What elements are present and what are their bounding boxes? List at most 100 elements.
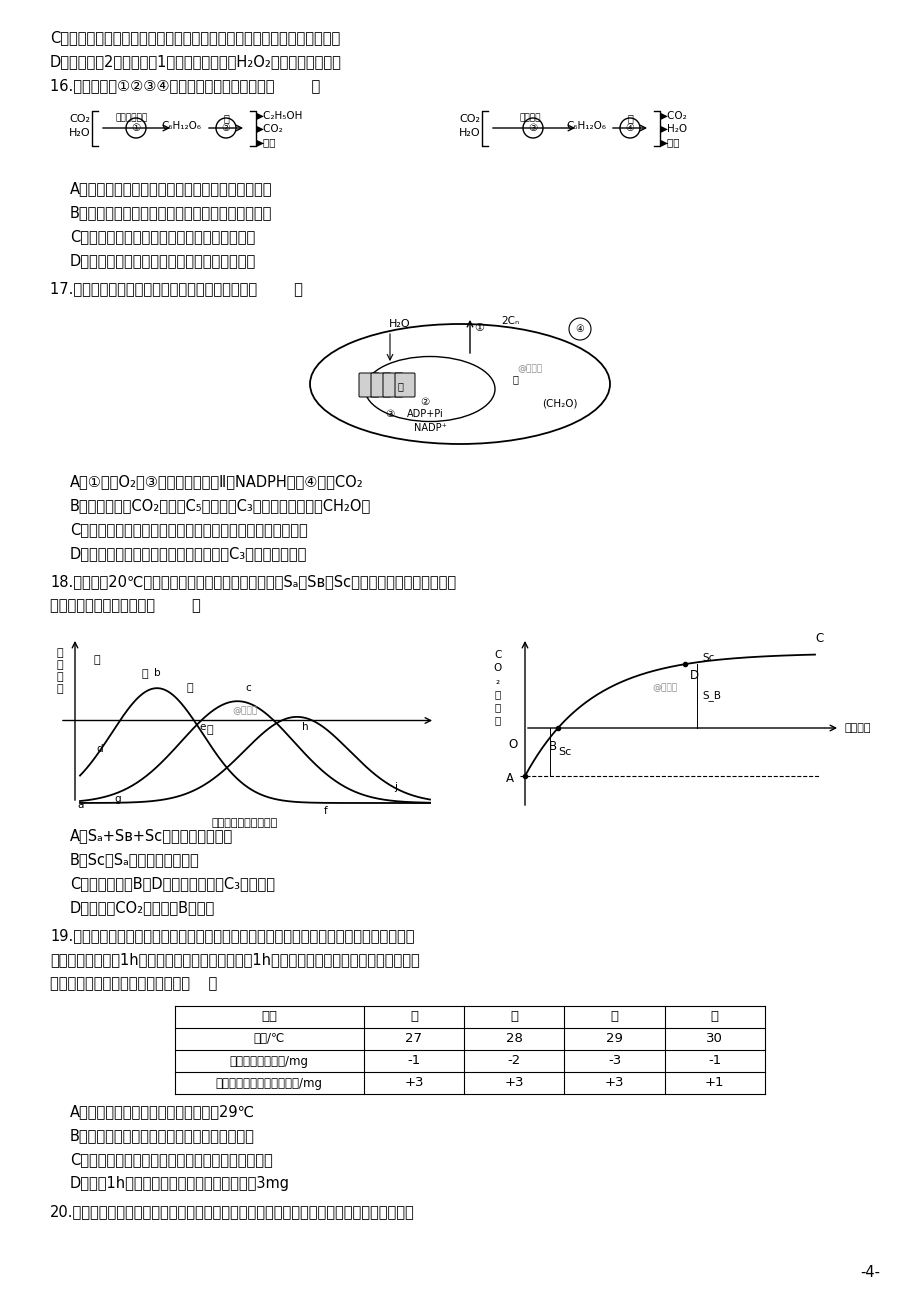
Text: +1: +1 xyxy=(704,1077,724,1090)
Text: +3: +3 xyxy=(604,1077,624,1090)
Text: ▶能量: ▶能量 xyxy=(659,137,680,147)
Text: D．增加光照强度或降低二氧化碳浓度，C₃的含量都将减少: D．增加光照强度或降低二氧化碳浓度，C₃的含量都将减少 xyxy=(70,546,307,561)
Text: 收: 收 xyxy=(494,702,501,712)
Text: a: a xyxy=(78,799,85,810)
Text: 酶: 酶 xyxy=(222,113,229,122)
Text: D．此实验有2个自变量，1个因变量，温度、H₂O₂浓度等是无关变量: D．此实验有2个自变量，1个因变量，温度、H₂O₂浓度等是无关变量 xyxy=(50,53,342,69)
Text: ▶CO₂: ▶CO₂ xyxy=(255,124,283,134)
Text: 甲: 甲 xyxy=(94,655,100,665)
Text: 组别: 组别 xyxy=(261,1010,278,1023)
Text: D: D xyxy=(689,669,698,682)
Text: 28: 28 xyxy=(505,1032,522,1046)
Text: C₆H₁₂O₆: C₆H₁₂O₆ xyxy=(565,121,606,132)
Text: 温度/℃: 温度/℃ xyxy=(254,1032,285,1046)
Text: Sᴄ: Sᴄ xyxy=(701,654,713,663)
Text: A．①表示O₂，③表示还原型辅酶Ⅱ（NADPH），④表示CO₂: A．①表示O₂，③表示还原型辅酶Ⅱ（NADPH），④表示CO₂ xyxy=(70,474,363,490)
Text: 速: 速 xyxy=(57,672,63,682)
Text: H₂O: H₂O xyxy=(389,319,411,329)
Text: C．光合作用、无氧呼吸、酒精发酵、有氧呼吸: C．光合作用、无氧呼吸、酒精发酵、有氧呼吸 xyxy=(70,229,255,243)
Text: ④: ④ xyxy=(575,324,584,335)
Text: B．光照时，第一、二、三组释放的氧气量相等: B．光照时，第一、二、三组释放的氧气量相等 xyxy=(70,1128,255,1143)
Text: NADP⁺: NADP⁺ xyxy=(414,423,446,434)
Text: (CH₂O): (CH₂O) xyxy=(541,398,577,409)
Text: H₂O: H₂O xyxy=(69,128,91,138)
Text: C．光照时，第四组光合作用强度大于呼吸作用强度: C．光照时，第四组光合作用强度大于呼吸作用强度 xyxy=(70,1152,272,1167)
Text: 29: 29 xyxy=(606,1032,622,1046)
FancyBboxPatch shape xyxy=(358,372,379,397)
Text: 光能、叶绿体: 光能、叶绿体 xyxy=(116,113,148,122)
Text: +3: +3 xyxy=(504,1077,524,1090)
Text: A．光合作用、化能合成作用、无氧呼吸、有氧呼吸: A．光合作用、化能合成作用、无氧呼吸、有氧呼吸 xyxy=(70,181,272,197)
Text: ④: ④ xyxy=(625,122,634,133)
Text: C．无论猪肝研磨液量为图中何值，记录表中作出的曲线图形都近似抛物线: C．无论猪肝研磨液量为图中何值，记录表中作出的曲线图形都近似抛物线 xyxy=(50,30,340,46)
Text: 丙: 丙 xyxy=(187,684,193,693)
Text: 值，下列说法中错误的是（        ）: 值，下列说法中错误的是（ ） xyxy=(50,598,200,613)
Text: 反: 反 xyxy=(57,648,63,658)
Text: 量: 量 xyxy=(494,715,501,725)
Text: 硝化细菌: 硝化细菌 xyxy=(518,113,540,122)
Text: 光照后与暗处理前重量变化/mg: 光照后与暗处理前重量变化/mg xyxy=(216,1077,323,1090)
Text: D．光照1h时间内，第四组合成葡萄糖总量为3mg: D．光照1h时间内，第四组合成葡萄糖总量为3mg xyxy=(70,1176,289,1191)
Text: 温度下分别暗处理1h，测其重量变化，立即再光照1h（光强度相同），再测其重量变化，得: 温度下分别暗处理1h，测其重量变化，立即再光照1h（光强度相同），再测其重量变化… xyxy=(50,952,419,967)
Text: ②: ② xyxy=(221,122,230,133)
Text: C．光照强度从B到D点变化过程中，C₃逐渐减少: C．光照强度从B到D点变化过程中，C₃逐渐减少 xyxy=(70,876,275,891)
Text: 20.某兴趣小组同学想探究蔬菜不同叶片在叶绿素含量上的区别，选择了新鲜菠菜的绿叶和嫩: 20.某兴趣小组同学想探究蔬菜不同叶片在叶绿素含量上的区别，选择了新鲜菠菜的绿叶… xyxy=(50,1204,414,1219)
Text: CO₂: CO₂ xyxy=(459,115,480,124)
Text: 30: 30 xyxy=(706,1032,722,1046)
Text: O: O xyxy=(494,663,502,673)
Text: 18.下图表示20℃时玉米光合速率与光照强度的关系，Sₐ、Sʙ、Sᴄ依次表示有关物质量的相对: 18.下图表示20℃时玉米光合速率与光照强度的关系，Sₐ、Sʙ、Sᴄ依次表示有关… xyxy=(50,574,456,589)
Text: Sᴄ: Sᴄ xyxy=(558,747,571,756)
Text: ③: ③ xyxy=(385,409,394,419)
Text: CO₂: CO₂ xyxy=(70,115,90,124)
Text: 光照强度: 光照强度 xyxy=(844,723,870,733)
Text: 内: 内 xyxy=(207,725,213,736)
Text: -2: -2 xyxy=(507,1055,520,1068)
Text: h: h xyxy=(301,721,308,732)
Text: D．主动运输、自由扩散、无氧呼吸、有氧呼吸: D．主动运输、自由扩散、无氧呼吸、有氧呼吸 xyxy=(70,253,256,268)
Text: ①: ① xyxy=(473,323,483,333)
FancyBboxPatch shape xyxy=(370,372,391,397)
Text: c: c xyxy=(245,684,251,693)
Text: ADP+Pi: ADP+Pi xyxy=(406,409,443,419)
FancyBboxPatch shape xyxy=(394,372,414,397)
Text: 二: 二 xyxy=(510,1010,517,1023)
Text: 三: 三 xyxy=(610,1010,618,1023)
Text: 四: 四 xyxy=(710,1010,718,1023)
Text: 17.如图为光合作用示意图。下列说法不正确的是（        ）: 17.如图为光合作用示意图。下列说法不正确的是（ ） xyxy=(50,281,302,296)
Text: A: A xyxy=(505,772,514,785)
Text: 暗处理后重量变化/mg: 暗处理后重量变化/mg xyxy=(230,1055,309,1068)
Text: C．黑暗条件下，光反应停止，暗反应将持续不断的进行下去: C．黑暗条件下，光反应停止，暗反应将持续不断的进行下去 xyxy=(70,522,308,536)
Text: e: e xyxy=(199,721,206,732)
Text: A．该叶片呼吸作用酶的最适温度约为29℃: A．该叶片呼吸作用酶的最适温度约为29℃ xyxy=(70,1104,255,1118)
Text: ₂: ₂ xyxy=(495,676,500,686)
Text: -3: -3 xyxy=(607,1055,620,1068)
Text: 乙: 乙 xyxy=(142,669,148,680)
Text: H₂O: H₂O xyxy=(459,128,481,138)
Text: -4-: -4- xyxy=(859,1266,879,1280)
Text: C₆H₁₂O₆: C₆H₁₂O₆ xyxy=(161,121,200,132)
Text: S_B: S_B xyxy=(701,690,720,702)
Text: g: g xyxy=(114,794,120,805)
Text: 影响暗反应的相关因素: 影响暗反应的相关因素 xyxy=(211,818,278,828)
Text: ▶CO₂: ▶CO₂ xyxy=(659,111,687,121)
FancyBboxPatch shape xyxy=(382,372,403,397)
Text: C: C xyxy=(815,631,823,644)
Text: -1: -1 xyxy=(708,1055,720,1068)
Text: @正确云: @正确云 xyxy=(652,684,676,693)
Text: B．Sᴄ－Sₐ表示净光合作用量: B．Sᴄ－Sₐ表示净光合作用量 xyxy=(70,852,199,867)
Text: B．暗反应中，CO₂首先与C₅结合生成C₃，然后被还原为（CH₂O）: B．暗反应中，CO₂首先与C₅结合生成C₃，然后被还原为（CH₂O） xyxy=(70,497,371,513)
Text: 率: 率 xyxy=(57,684,63,694)
Text: 一: 一 xyxy=(410,1010,417,1023)
Text: ▶H₂O: ▶H₂O xyxy=(659,124,687,134)
Text: 酶: 酶 xyxy=(512,374,517,384)
Text: B．化能合成作用、乳酸发酵、酒精发酵、呼吸作用: B．化能合成作用、乳酸发酵、酒精发酵、呼吸作用 xyxy=(70,204,272,220)
Text: ▶能量: ▶能量 xyxy=(255,137,277,147)
Text: 2Cₙ: 2Cₙ xyxy=(500,316,518,326)
Text: 吸: 吸 xyxy=(494,689,501,699)
Text: d: d xyxy=(96,743,103,754)
Text: j: j xyxy=(393,783,397,793)
Text: ②: ② xyxy=(420,397,429,408)
Text: A．Sₐ+Sʙ+Sᴄ表示光合作用总量: A．Sₐ+Sʙ+Sᴄ表示光合作用总量 xyxy=(70,828,233,842)
Text: 16.分析如图，①②③④所代表的生理过程依次是（        ）: 16.分析如图，①②③④所代表的生理过程依次是（ ） xyxy=(50,78,320,92)
Text: 27: 27 xyxy=(405,1032,422,1046)
